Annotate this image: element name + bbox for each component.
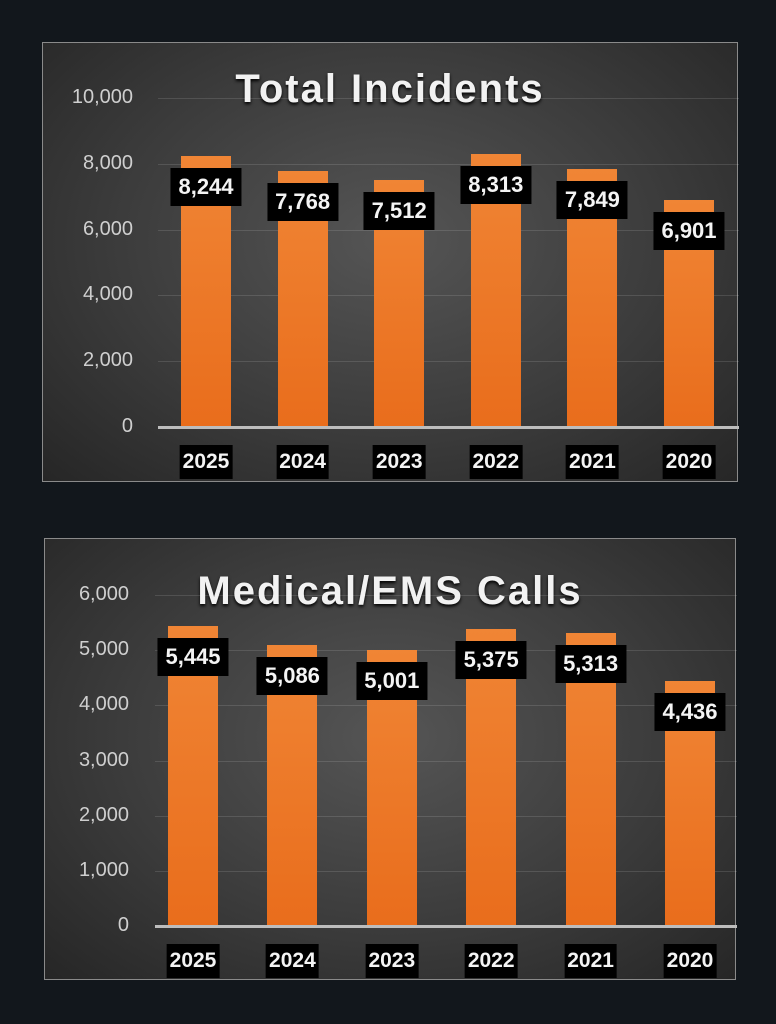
chart-title: Medical/EMS Calls (197, 569, 583, 613)
bar-2025 (168, 625, 218, 926)
x-tick-label: 2020 (663, 944, 717, 978)
x-axis-line (155, 925, 737, 928)
data-label: 8,244 (170, 167, 242, 206)
y-tick-label: 2,000 (78, 803, 129, 826)
y-tick-label: 3,000 (78, 748, 129, 771)
y-tick-label: 1,000 (78, 858, 129, 881)
gridline (158, 229, 739, 231)
x-tick-label: 2022 (469, 445, 523, 479)
chart-title: Total Incidents (235, 67, 545, 111)
data-label: 6,901 (653, 211, 725, 250)
y-tick-label: 2,000 (82, 349, 133, 372)
y-tick-label: 8,000 (82, 151, 133, 174)
total-incidents-chart: Total Incidents 0 2,000 4,000 6,000 8,000 10,… (42, 42, 739, 482)
gridline (155, 595, 737, 596)
y-tick-label: 6,000 (78, 583, 129, 605)
x-axis-line (158, 426, 739, 429)
y-tick-label: 10,000 (71, 86, 133, 108)
x-tick-label: 2025 (166, 944, 220, 978)
data-label: 7,768 (267, 183, 339, 222)
gridline (155, 815, 737, 817)
x-tick-label: 2021 (566, 445, 619, 479)
data-label: 5,001 (356, 662, 428, 701)
medical-ems-calls-chart: Medical/EMS Calls 0 1,000 2,000 3,000 4,000 5… (44, 538, 737, 980)
gridline (158, 163, 739, 165)
data-label: 5,375 (455, 641, 527, 680)
data-label: 7,849 (556, 180, 628, 219)
y-tick-label: 4,000 (78, 693, 129, 716)
x-tick-label: 2022 (464, 944, 518, 978)
x-tick-label: 2024 (266, 944, 319, 978)
data-label: 5,313 (555, 644, 627, 683)
gridline (155, 760, 737, 762)
gridline (158, 98, 739, 99)
gridline (155, 870, 737, 872)
gridline (155, 650, 737, 652)
gridline (158, 361, 739, 363)
x-tick-label: 2020 (662, 445, 716, 479)
y-tick-label: 5,000 (78, 638, 129, 661)
y-tick-label: 4,000 (82, 283, 133, 306)
x-tick-label: 2021 (564, 944, 617, 978)
data-label: 5,445 (157, 637, 229, 676)
x-tick-label: 2025 (179, 445, 233, 479)
y-tick-label: 0 (121, 415, 133, 437)
data-label: 7,512 (363, 191, 435, 230)
data-label: 4,436 (654, 693, 726, 732)
data-label: 8,313 (460, 165, 532, 204)
x-tick-label: 2023 (365, 944, 419, 978)
gridline (158, 295, 739, 297)
y-tick-label: 6,000 (82, 217, 133, 240)
data-label: 5,086 (256, 657, 328, 696)
y-tick-label: 0 (117, 914, 129, 936)
x-tick-label: 2024 (276, 445, 329, 479)
x-tick-label: 2023 (372, 445, 426, 479)
gridline (155, 705, 737, 707)
